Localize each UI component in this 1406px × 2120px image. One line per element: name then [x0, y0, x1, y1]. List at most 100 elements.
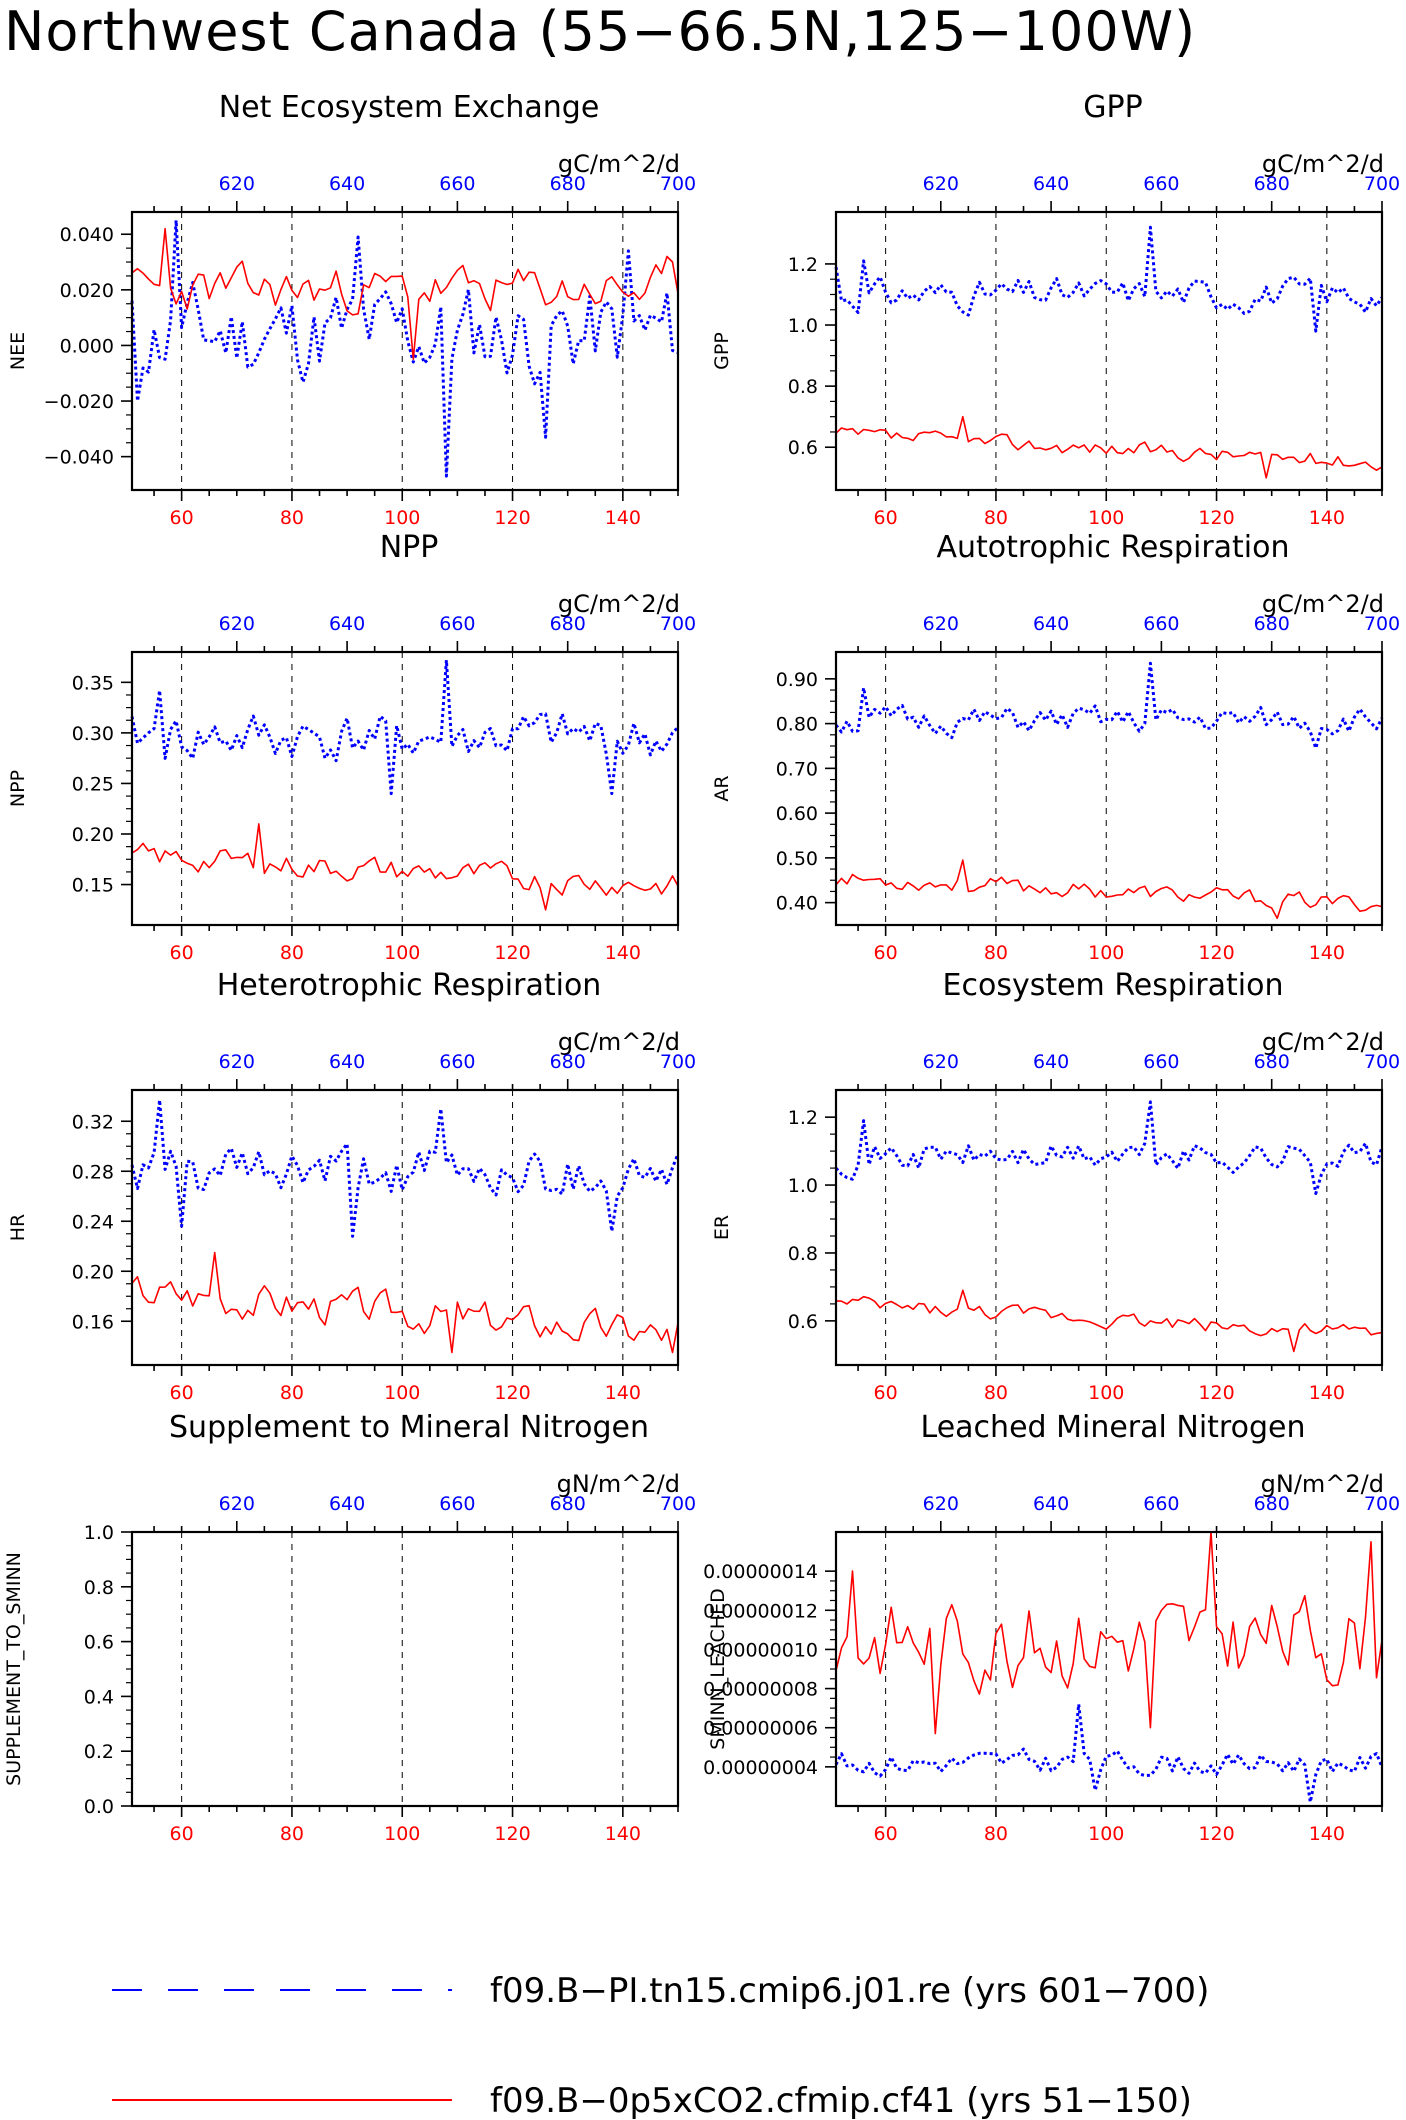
- x-tick-label-bottom: 140: [1309, 1823, 1345, 1845]
- x-tick-label-top: 660: [1143, 613, 1179, 635]
- y-axis-label: ER: [711, 1215, 733, 1240]
- y-tick-label: 0.70: [776, 758, 818, 780]
- panel-title: Autotrophic Respiration: [936, 530, 1289, 565]
- x-tick-label-top: 680: [1254, 1493, 1290, 1515]
- panel-title: Leached Mineral Nitrogen: [921, 1410, 1306, 1445]
- x-tick-label-bottom: 60: [170, 1823, 194, 1845]
- plot-frame: [130, 1530, 680, 1808]
- y-tick-label: 0.20: [72, 1261, 114, 1283]
- x-tick-label-top: 640: [1033, 1051, 1069, 1073]
- x-tick-label-bottom: 140: [605, 1823, 641, 1845]
- x-tick-label-top: 620: [923, 1051, 959, 1073]
- x-tick-label-top: 700: [1364, 1051, 1400, 1073]
- x-tick-label-bottom: 100: [1088, 1823, 1124, 1845]
- series-line-ctrl: [834, 1702, 1384, 1804]
- y-axis-label: AR: [711, 775, 733, 801]
- y-tick-label: 0.00000012: [703, 1600, 818, 1622]
- x-tick-label-top: 700: [660, 1493, 696, 1515]
- x-tick-label-bottom: 140: [1309, 1382, 1345, 1404]
- x-tick-label-top: 620: [923, 1493, 959, 1515]
- x-tick-label-bottom: 60: [874, 1382, 898, 1404]
- series-line-exp: [835, 859, 1383, 920]
- x-tick-label-top: 660: [439, 1051, 475, 1073]
- x-tick-label-bottom: 140: [605, 1382, 641, 1404]
- y-tick-label: 0.6: [84, 1632, 114, 1654]
- plot-frame: [834, 650, 1384, 927]
- panel-title: NPP: [380, 530, 439, 565]
- plot-frame: [834, 1530, 1384, 1808]
- panel-title: Ecosystem Respiration: [943, 968, 1284, 1003]
- panel-hr: Heterotrophic Respiration gC/m^2/d 60 80 100…: [7, 968, 696, 1404]
- x-tick-label-bottom: 80: [280, 1823, 304, 1845]
- y-tick-label: 0.50: [776, 848, 818, 870]
- series-line-ctrl: [130, 658, 680, 796]
- x-tick-label-top: 680: [550, 1493, 586, 1515]
- y-tick-label: 0.35: [72, 672, 114, 694]
- x-tick-label-top: 660: [1143, 1051, 1179, 1073]
- x-tick-label-top: 660: [439, 1493, 475, 1515]
- x-tick-label-top: 620: [219, 173, 255, 195]
- x-tick-label-top: 680: [550, 613, 586, 635]
- legend-exp-label: f09.B−0p5xCO2.cfmip.cf41 (yrs 51−150): [490, 2081, 1192, 2120]
- x-tick-label-top: 620: [219, 1051, 255, 1073]
- units-label: gC/m^2/d: [558, 590, 680, 618]
- y-axis-label: SUPPLEMENT_TO_SMINN: [3, 1552, 25, 1786]
- series-line-ctrl: [130, 1098, 680, 1238]
- x-tick-label-top: 640: [329, 1493, 365, 1515]
- panel-title: Supplement to Mineral Nitrogen: [169, 1410, 649, 1445]
- units-label: gC/m^2/d: [558, 1028, 680, 1056]
- x-tick-label-bottom: 120: [1198, 1382, 1234, 1404]
- y-tick-label: 0.40: [776, 893, 818, 915]
- y-tick-label: 0.8: [788, 376, 818, 398]
- x-tick-label-bottom: 140: [605, 942, 641, 964]
- panel-gpp: GPP gC/m^2/d 60 80 100 120 140 620 640 660 680 700 0…: [711, 90, 1400, 529]
- x-tick-label-top: 660: [439, 173, 475, 195]
- y-tick-label: 0.25: [72, 773, 114, 795]
- units-label: gC/m^2/d: [1262, 1028, 1384, 1056]
- x-tick-label-top: 640: [1033, 173, 1069, 195]
- x-tick-label-top: 700: [1364, 173, 1400, 195]
- y-tick-label: 1.0: [788, 1175, 818, 1197]
- x-tick-label-bottom: 80: [280, 942, 304, 964]
- y-tick-label: 0.2: [84, 1741, 114, 1763]
- y-tick-label: 0.00000008: [703, 1679, 818, 1701]
- panels: Net Ecosystem Exchange gC/m^2/d 60 80 100 120…: [3, 90, 1400, 1845]
- panel-sup: Supplement to Mineral Nitrogen gN/m^2/d 60…: [3, 1410, 696, 1845]
- x-tick-label-top: 640: [329, 173, 365, 195]
- y-tick-label: 0.20: [72, 824, 114, 846]
- x-tick-label-top: 700: [1364, 613, 1400, 635]
- panel-title: GPP: [1083, 90, 1142, 125]
- x-tick-label-top: 680: [550, 1051, 586, 1073]
- plot-frame: [130, 650, 680, 927]
- plot-frame: [130, 210, 680, 492]
- series-line-exp: [835, 415, 1383, 479]
- x-tick-label-bottom: 100: [384, 507, 420, 529]
- x-tick-label-bottom: 100: [384, 1823, 420, 1845]
- x-tick-label-top: 640: [1033, 613, 1069, 635]
- x-tick-label-top: 700: [660, 173, 696, 195]
- x-tick-label-bottom: 140: [605, 507, 641, 529]
- y-axis-label: HR: [7, 1214, 29, 1242]
- y-tick-label: 0.0: [84, 1796, 114, 1818]
- x-tick-label-bottom: 60: [170, 507, 194, 529]
- x-tick-label-bottom: 120: [1198, 1823, 1234, 1845]
- y-tick-label: 0.28: [72, 1161, 114, 1183]
- series-line-exp: [835, 1531, 1383, 1735]
- y-tick-label: 0.00000014: [703, 1561, 818, 1583]
- x-tick-label-top: 700: [660, 613, 696, 635]
- x-tick-label-bottom: 120: [494, 942, 530, 964]
- x-tick-label-bottom: 120: [494, 1382, 530, 1404]
- x-tick-label-top: 640: [1033, 1493, 1069, 1515]
- x-tick-label-top: 640: [329, 1051, 365, 1073]
- panel-title: Heterotrophic Respiration: [217, 968, 602, 1003]
- x-tick-label-bottom: 100: [1088, 1382, 1124, 1404]
- y-tick-label: −0.040: [44, 447, 114, 469]
- plot-frame: [834, 1088, 1384, 1367]
- panel-title: Net Ecosystem Exchange: [219, 90, 600, 125]
- plot-frame: [130, 1088, 680, 1367]
- y-tick-label: 0.30: [72, 723, 114, 745]
- x-tick-label-top: 660: [439, 613, 475, 635]
- x-tick-label-top: 680: [1254, 1051, 1290, 1073]
- y-tick-label: −0.020: [44, 391, 114, 413]
- x-tick-label-bottom: 80: [280, 1382, 304, 1404]
